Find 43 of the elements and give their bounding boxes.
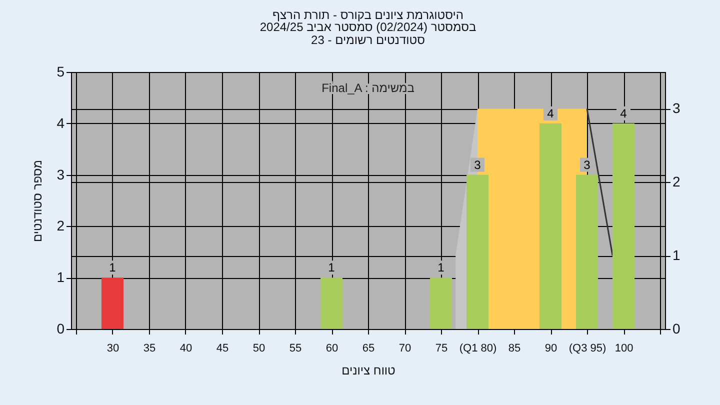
chart-title: היסטוגרמת ציונים בקורס - תורת הרצף bbox=[272, 8, 464, 22]
x-tick-label: 70 bbox=[398, 342, 412, 354]
data-label: 4 bbox=[620, 106, 628, 120]
x-tick-label: 90 bbox=[544, 342, 558, 354]
x-tick-label: (Q3 95) bbox=[568, 342, 606, 354]
data-label: 4 bbox=[547, 106, 554, 120]
y2-tick-label: 0 bbox=[672, 320, 680, 336]
data-label: 1 bbox=[109, 260, 116, 275]
y-tick-label: 4 bbox=[56, 114, 65, 131]
x-axis-title: טווח ציונים bbox=[342, 364, 396, 378]
x-tick-label: 85 bbox=[508, 342, 521, 354]
bar bbox=[320, 278, 342, 329]
x-tick-label: (Q1 80) bbox=[459, 342, 497, 354]
bar bbox=[466, 174, 488, 329]
x-tick-label: 45 bbox=[216, 342, 229, 354]
y2-tick-label: 2 bbox=[672, 174, 680, 190]
bar bbox=[102, 278, 124, 329]
bar bbox=[430, 278, 452, 329]
x-tick-label: 55 bbox=[289, 342, 302, 354]
x-tick-label: 100 bbox=[614, 342, 634, 354]
y-tick-label: 0 bbox=[56, 320, 65, 336]
y2-tick-label: 1 bbox=[672, 247, 680, 264]
bar bbox=[612, 123, 634, 329]
y-tick-label: 5 bbox=[56, 64, 65, 80]
data-label: 3 bbox=[584, 158, 591, 172]
x-tick-label: 65 bbox=[362, 342, 375, 354]
bar bbox=[540, 123, 562, 329]
y-axis-title: מספר סטודנטים bbox=[30, 160, 45, 242]
x-tick-label: 60 bbox=[326, 342, 338, 354]
chart-subtitle: בסמסטר (02/2024) סמסטר אביב 2024/25 סטודנטים רשומים - 23 bbox=[260, 20, 476, 47]
y-tick-label: 1 bbox=[56, 269, 65, 286]
x-tick-label: 75 bbox=[435, 342, 448, 354]
x-tick-label: 35 bbox=[143, 342, 156, 354]
data-label: 1 bbox=[438, 260, 445, 275]
x-tick-label: 50 bbox=[252, 342, 266, 354]
y2-tick-label: 3 bbox=[672, 100, 680, 116]
x-tick-label: 30 bbox=[106, 342, 120, 354]
x-tick-label: 40 bbox=[180, 342, 192, 354]
data-label: 1 bbox=[328, 260, 336, 275]
data-label: 3 bbox=[474, 158, 482, 172]
bar bbox=[576, 174, 598, 329]
y-tick-label: 3 bbox=[56, 166, 65, 182]
y-tick-label: 2 bbox=[56, 218, 65, 234]
